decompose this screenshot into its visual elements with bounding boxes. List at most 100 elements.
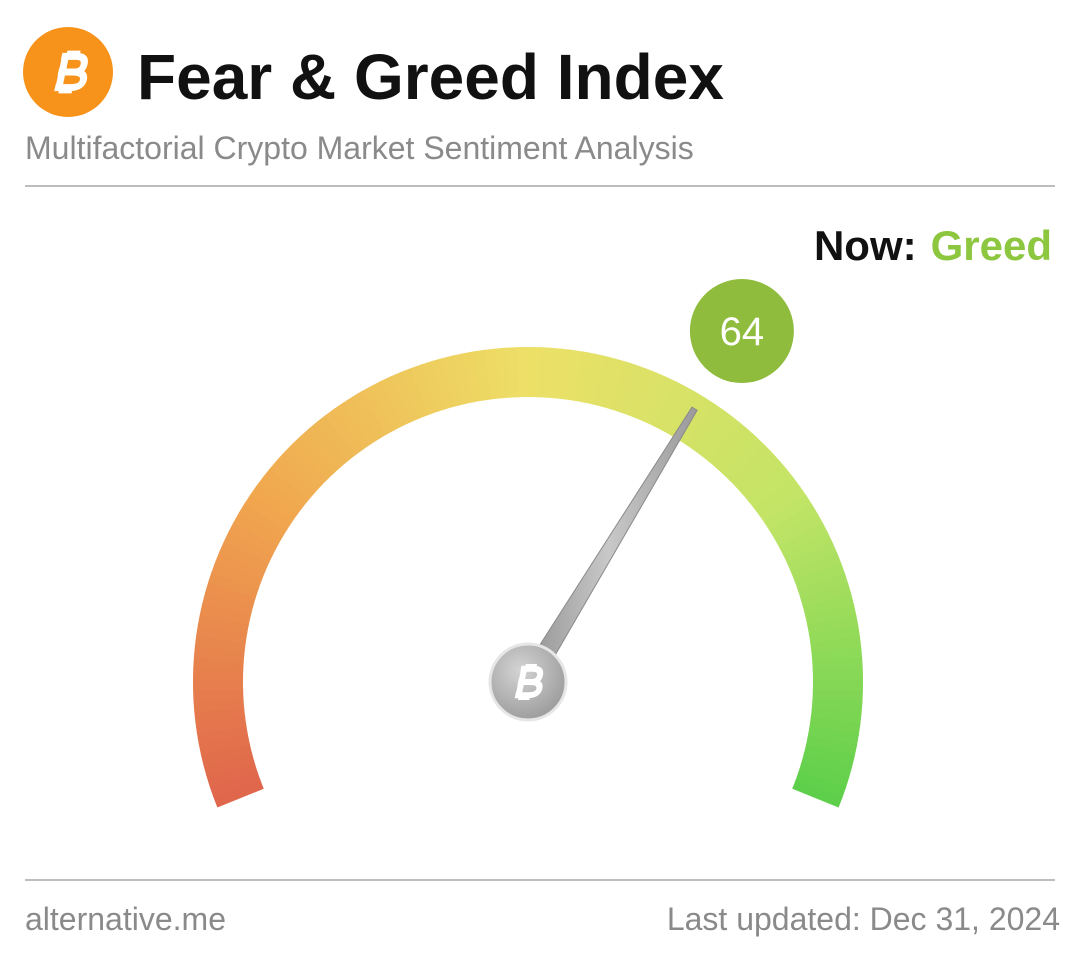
- gauge-segment: [209, 769, 261, 798]
- value-label: 64: [720, 310, 765, 354]
- gauge-segment: [484, 348, 502, 400]
- gauge-segment: [223, 530, 274, 564]
- gauge-segment: [194, 706, 246, 724]
- gauge-segment: [431, 357, 457, 410]
- gauge-segment: [333, 402, 372, 450]
- gauge-segment: [811, 698, 863, 714]
- gauge-segment: [708, 422, 750, 469]
- gauge-segment: [564, 349, 584, 402]
- gauge-segment: [677, 397, 715, 446]
- gauge-segment: [661, 386, 697, 436]
- gauge-segment: [735, 452, 781, 495]
- gauge-segment: [441, 355, 466, 407]
- gauge-segment: [693, 409, 733, 457]
- gauge-segment: [196, 623, 248, 644]
- gauge-segment: [685, 402, 724, 451]
- gauge-segment: [200, 743, 253, 767]
- gauge-segment: [299, 428, 342, 474]
- gauge-segment: [627, 368, 658, 420]
- gauge-segment: [351, 390, 388, 440]
- gauge-segment: [506, 347, 521, 398]
- gauge-segment: [805, 603, 857, 627]
- gauge-segment: [546, 347, 563, 399]
- gauge-segment: [811, 646, 863, 663]
- gauge-segment: [215, 550, 266, 581]
- gauge-segment: [537, 347, 552, 398]
- gauge-segment: [790, 552, 842, 582]
- gauge-segment: [798, 762, 850, 789]
- gauge-segment: [645, 376, 678, 427]
- gauge-segment: [250, 484, 298, 523]
- gauge-segment: [238, 502, 288, 539]
- gauge-segment: [202, 591, 254, 616]
- gauge-segment: [583, 353, 606, 405]
- title: Fear & Greed Index: [137, 41, 724, 113]
- gauge-segment: [207, 571, 260, 598]
- gauge-segment: [380, 375, 413, 427]
- gauge-segment: [219, 540, 270, 572]
- gauge-segment: [758, 485, 807, 524]
- value-bubble: [689, 279, 794, 384]
- gauge-segment: [276, 450, 322, 494]
- gauge-segment: [653, 381, 687, 432]
- gauge-segment: [619, 364, 648, 416]
- gauge-segment: [193, 656, 244, 671]
- gauge-segment: [700, 415, 741, 463]
- gauge-segment: [802, 593, 855, 618]
- gauge-segment: [361, 385, 396, 435]
- gauge-segment: [228, 521, 279, 555]
- gauge-segment: [370, 380, 404, 431]
- gauge-segment: [810, 707, 862, 725]
- gauge-segment: [795, 771, 847, 799]
- gauge-segment: [199, 602, 252, 625]
- gauge-segment: [722, 436, 766, 481]
- gauge-segment: [390, 371, 421, 423]
- gauge-segment: [812, 689, 863, 704]
- gauge-segment: [291, 435, 335, 480]
- gauge-segment: [195, 715, 247, 735]
- gauge-segment: [610, 361, 637, 413]
- gauge-segment: [741, 460, 788, 502]
- gauge-segment: [452, 353, 475, 405]
- gauge-segment: [193, 645, 245, 662]
- gauge-segment: [410, 364, 439, 416]
- gauge-segment: [636, 372, 668, 423]
- gauge-segment: [812, 657, 863, 673]
- gauge-segment: [797, 572, 849, 600]
- gauge-segment: [462, 351, 484, 403]
- gauge-segment: [774, 513, 824, 548]
- gauge-segment: [233, 511, 283, 547]
- gauge-segment: [778, 522, 829, 557]
- needle: [518, 406, 698, 688]
- gauge-segment: [555, 348, 574, 400]
- gauge-segment: [203, 752, 255, 777]
- source: alternative.me: [25, 901, 226, 937]
- gauge-segment: [792, 780, 843, 808]
- gauge-segment: [769, 503, 819, 540]
- gauge-segment: [800, 753, 853, 779]
- gauge-segment: [800, 582, 852, 609]
- gauge-segment: [420, 360, 448, 413]
- subtitle: Multifactorial Crypto Market Sentiment A…: [25, 130, 694, 166]
- gauge-segment: [753, 476, 801, 517]
- gauge-segment: [198, 733, 250, 756]
- gauge-segment: [244, 493, 293, 531]
- gauge-segment: [601, 358, 627, 410]
- gauge-segment: [284, 443, 329, 487]
- gauge-segment: [592, 355, 616, 408]
- gauge-segment: [307, 421, 350, 468]
- gauge-segment: [206, 761, 258, 788]
- gauge-segment: [747, 468, 794, 509]
- gauge-segment: [495, 347, 511, 399]
- bitcoin-glyph: [54, 50, 88, 94]
- gauge-segment: [269, 458, 316, 501]
- gauge-segment: [263, 467, 310, 508]
- needle-layer: 64: [488, 279, 794, 722]
- gauge-segment: [197, 613, 250, 634]
- gauge-segment: [805, 735, 858, 758]
- gauge-segment: [810, 636, 862, 654]
- logo-icon: [54, 50, 88, 94]
- gauge-segment: [807, 726, 859, 747]
